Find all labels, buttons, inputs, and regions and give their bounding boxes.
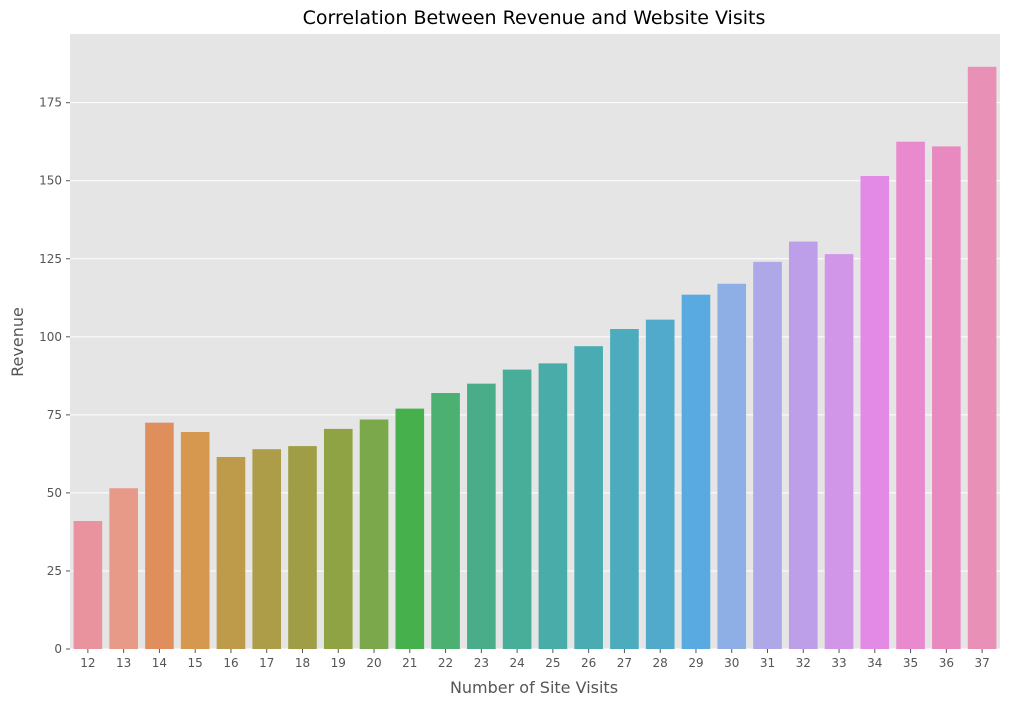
y-tick-label: 0 [54,642,62,656]
x-tick-label: 35 [903,656,918,670]
bar-18 [288,446,317,649]
bars [73,66,997,650]
x-tick-label: 18 [295,656,310,670]
bar-33 [824,254,854,649]
x-axis-label: Number of Site Visits [450,678,618,697]
bar-17 [252,449,282,649]
x-tick-label: 31 [760,656,775,670]
bar-25 [538,363,568,649]
x-tick-label: 30 [724,656,739,670]
x-tick-label: 33 [831,656,846,670]
bar-30 [717,283,747,649]
x-tick-label: 28 [653,656,668,670]
bar-14 [145,422,174,649]
x-tick-label: 32 [796,656,811,670]
y-tick-label: 25 [47,564,62,578]
bar-27 [610,329,639,649]
bar-34 [860,176,890,649]
bar-31 [753,261,782,649]
x-tick-label: 23 [474,656,489,670]
bar-32 [788,241,818,650]
y-axis-ticks: 0 25 50 75 100 125 150 175 [39,96,70,656]
bar-36 [932,146,961,649]
x-tick-label: 34 [867,656,882,670]
x-tick-label: 17 [259,656,274,670]
y-tick-label: 100 [39,330,62,344]
y-tick-label: 50 [47,486,62,500]
x-tick-label: 29 [688,656,703,670]
x-tick-label: 27 [617,656,632,670]
x-tick-label: 16 [223,656,238,670]
bar-37 [967,66,997,650]
bar-19 [323,428,353,649]
bar-15 [180,432,210,649]
y-axis-label: Revenue [8,307,27,377]
y-tick-label: 75 [47,408,62,422]
x-axis-ticks: 12 13 14 15 16 17 18 19 20 21 22 23 24 25 26 27 28 29 30 31… [80,649,990,670]
x-tick-label: 26 [581,656,596,670]
bar-26 [574,346,603,649]
y-tick-label: 175 [39,96,62,110]
x-tick-label: 13 [116,656,131,670]
y-tick-label: 150 [39,174,62,188]
bar-22 [431,393,460,649]
bar-21 [395,408,425,649]
x-tick-label: 12 [80,656,95,670]
x-tick-label: 15 [188,656,203,670]
bar-35 [896,141,925,649]
x-tick-label: 19 [331,656,346,670]
chart-title: Correlation Between Revenue and Website … [303,7,766,29]
bar-12 [73,521,103,649]
x-tick-label: 21 [402,656,417,670]
y-tick-label: 125 [39,252,62,266]
x-tick-label: 22 [438,656,453,670]
x-tick-label: 24 [509,656,524,670]
bar-28 [645,319,675,649]
bar-29 [681,294,711,649]
bar-24 [502,369,532,649]
bar-13 [109,488,138,649]
x-tick-label: 20 [366,656,381,670]
bar-23 [467,383,496,649]
x-tick-label: 36 [939,656,954,670]
x-tick-label: 14 [152,656,167,670]
x-tick-label: 25 [545,656,560,670]
bar-16 [216,457,246,649]
x-tick-label: 37 [974,656,989,670]
bar-20 [359,419,389,649]
